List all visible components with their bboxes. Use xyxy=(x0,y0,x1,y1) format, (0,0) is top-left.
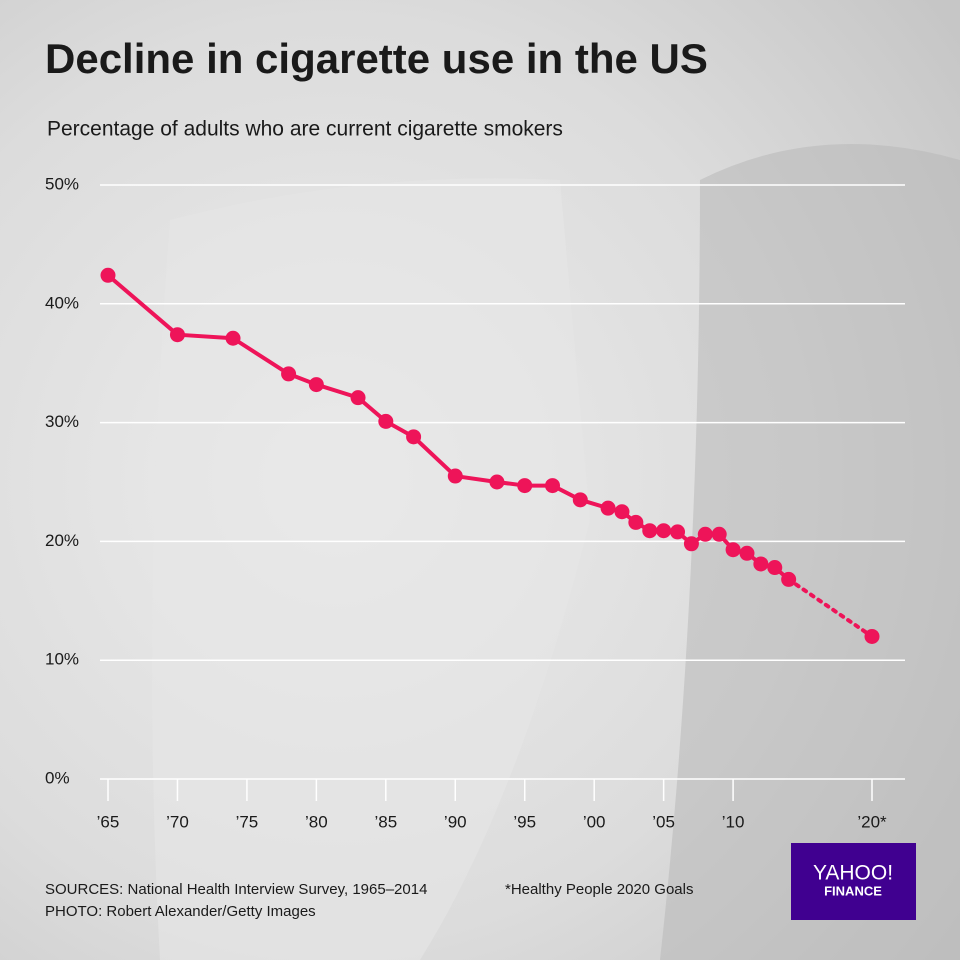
x-tick-label: ’80 xyxy=(305,812,328,831)
logo-text: FINANCE xyxy=(824,883,882,898)
point xyxy=(447,468,463,484)
photo-shape xyxy=(660,144,960,960)
point xyxy=(767,560,783,576)
projection-line xyxy=(786,577,874,639)
y-tick-label: 30% xyxy=(45,412,79,431)
x-tick-label: ’05 xyxy=(652,812,675,831)
point xyxy=(489,474,505,490)
point xyxy=(600,500,616,516)
point xyxy=(281,366,297,382)
y-tick-label: 0% xyxy=(45,768,70,787)
y-tick-label: 50% xyxy=(45,174,79,193)
photo-shape xyxy=(152,178,590,960)
x-tick-label: ’85 xyxy=(374,812,397,831)
point xyxy=(100,267,116,283)
x-tick-label: ’75 xyxy=(236,812,259,831)
point xyxy=(642,523,658,539)
projection-point xyxy=(864,628,880,644)
y-tick-label: 20% xyxy=(45,531,79,550)
point xyxy=(169,327,185,343)
point xyxy=(628,514,644,530)
point xyxy=(670,524,686,540)
point xyxy=(683,536,699,552)
point xyxy=(781,571,797,587)
point xyxy=(406,429,422,445)
y-tick-label: 10% xyxy=(45,650,79,669)
x-tick-label: ’00 xyxy=(583,812,606,831)
point xyxy=(614,504,630,520)
x-tick-label: ’70 xyxy=(166,812,189,831)
sources: SOURCES: National Health Interview Surve… xyxy=(45,881,427,898)
x-tick-label: ’95 xyxy=(513,812,536,831)
point xyxy=(225,330,241,346)
point xyxy=(711,526,727,542)
point xyxy=(753,556,769,572)
point xyxy=(545,478,561,494)
x-tick-label: ’20* xyxy=(857,812,887,831)
chart-subtitle: Percentage of adults who are current cig… xyxy=(47,118,563,141)
logo-box xyxy=(791,843,916,920)
x-tick-label: ’10 xyxy=(722,812,745,831)
point xyxy=(378,413,394,429)
point xyxy=(350,390,366,406)
point xyxy=(739,545,755,561)
note: *Healthy People 2020 Goals xyxy=(505,881,693,898)
point xyxy=(656,523,672,539)
y-tick-label: 40% xyxy=(45,293,79,312)
point xyxy=(725,542,741,558)
logo-text: YAHOO! xyxy=(813,862,893,885)
photo-credit: PHOTO: Robert Alexander/Getty Images xyxy=(45,903,316,920)
point xyxy=(697,526,713,542)
x-tick-label: ’90 xyxy=(444,812,467,831)
point xyxy=(308,377,324,393)
x-tick-label: ’65 xyxy=(97,812,120,831)
point xyxy=(517,478,533,494)
chart-title: Decline in cigarette use in the US xyxy=(45,35,708,82)
point xyxy=(572,492,588,508)
